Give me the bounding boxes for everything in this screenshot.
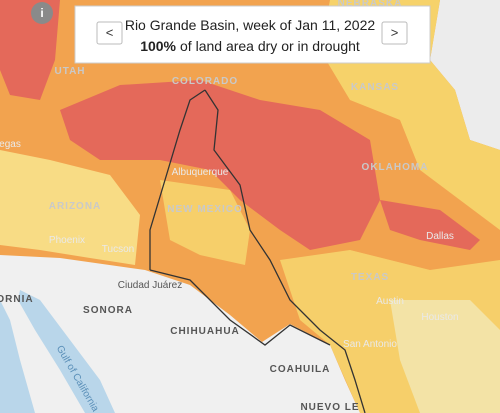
city-label: Ciudad Juárez [118,280,182,291]
city-label: Houston [421,312,458,323]
state-label: TEXAS [351,272,389,283]
state-label: OKLAHOMA [362,162,429,173]
state-label: UTAH [54,66,85,77]
prev-button[interactable] [96,21,123,45]
state-label: NEW MEXICO [167,204,243,215]
extreme-drought [0,0,60,100]
next-button[interactable] [381,21,408,45]
state-label: COAHUILA [270,364,331,375]
state-label: NUEVO LE [300,402,359,413]
city-label: Albuquerque [172,167,229,178]
next-label[interactable]: > [391,25,399,40]
abnormally-dry [160,180,250,265]
state-label: COLORADO [172,76,238,87]
percent: 100% [140,38,176,54]
basin-outline [149,89,366,413]
abnormally-dry [0,150,140,265]
city-label: Dallas [426,231,454,242]
gulf [18,290,115,413]
state-label: NEBRASKA [338,0,403,9]
prev-label[interactable]: < [106,25,114,40]
ocean [0,300,35,413]
header-subline: 100% of land area dry or in drought [140,38,360,54]
state-label: ARIZONA [49,201,102,212]
state-label: ORNIA [0,294,34,305]
state-label: CHIHUAHUA [170,326,240,337]
subtitle: of land area dry or in drought [180,38,360,54]
city-label: San Antonio [343,339,397,350]
extreme-drought [60,80,380,250]
header-title: Rio Grande Basin, week of Jan 11, 2022 [125,17,376,33]
info-icon[interactable]: i [40,6,43,20]
info-button[interactable] [31,2,53,24]
city-label: Austin [376,296,404,307]
state-label: SONORA [83,305,133,316]
city-label: Phoenix [49,235,85,246]
city-label: egas [0,139,21,150]
city-label: Tucson [102,244,134,255]
abnormally-dry-light [390,300,500,413]
header-box [74,5,431,64]
no-drought [430,0,500,150]
state-label: KANSAS [351,82,399,93]
extreme-drought [380,200,480,250]
